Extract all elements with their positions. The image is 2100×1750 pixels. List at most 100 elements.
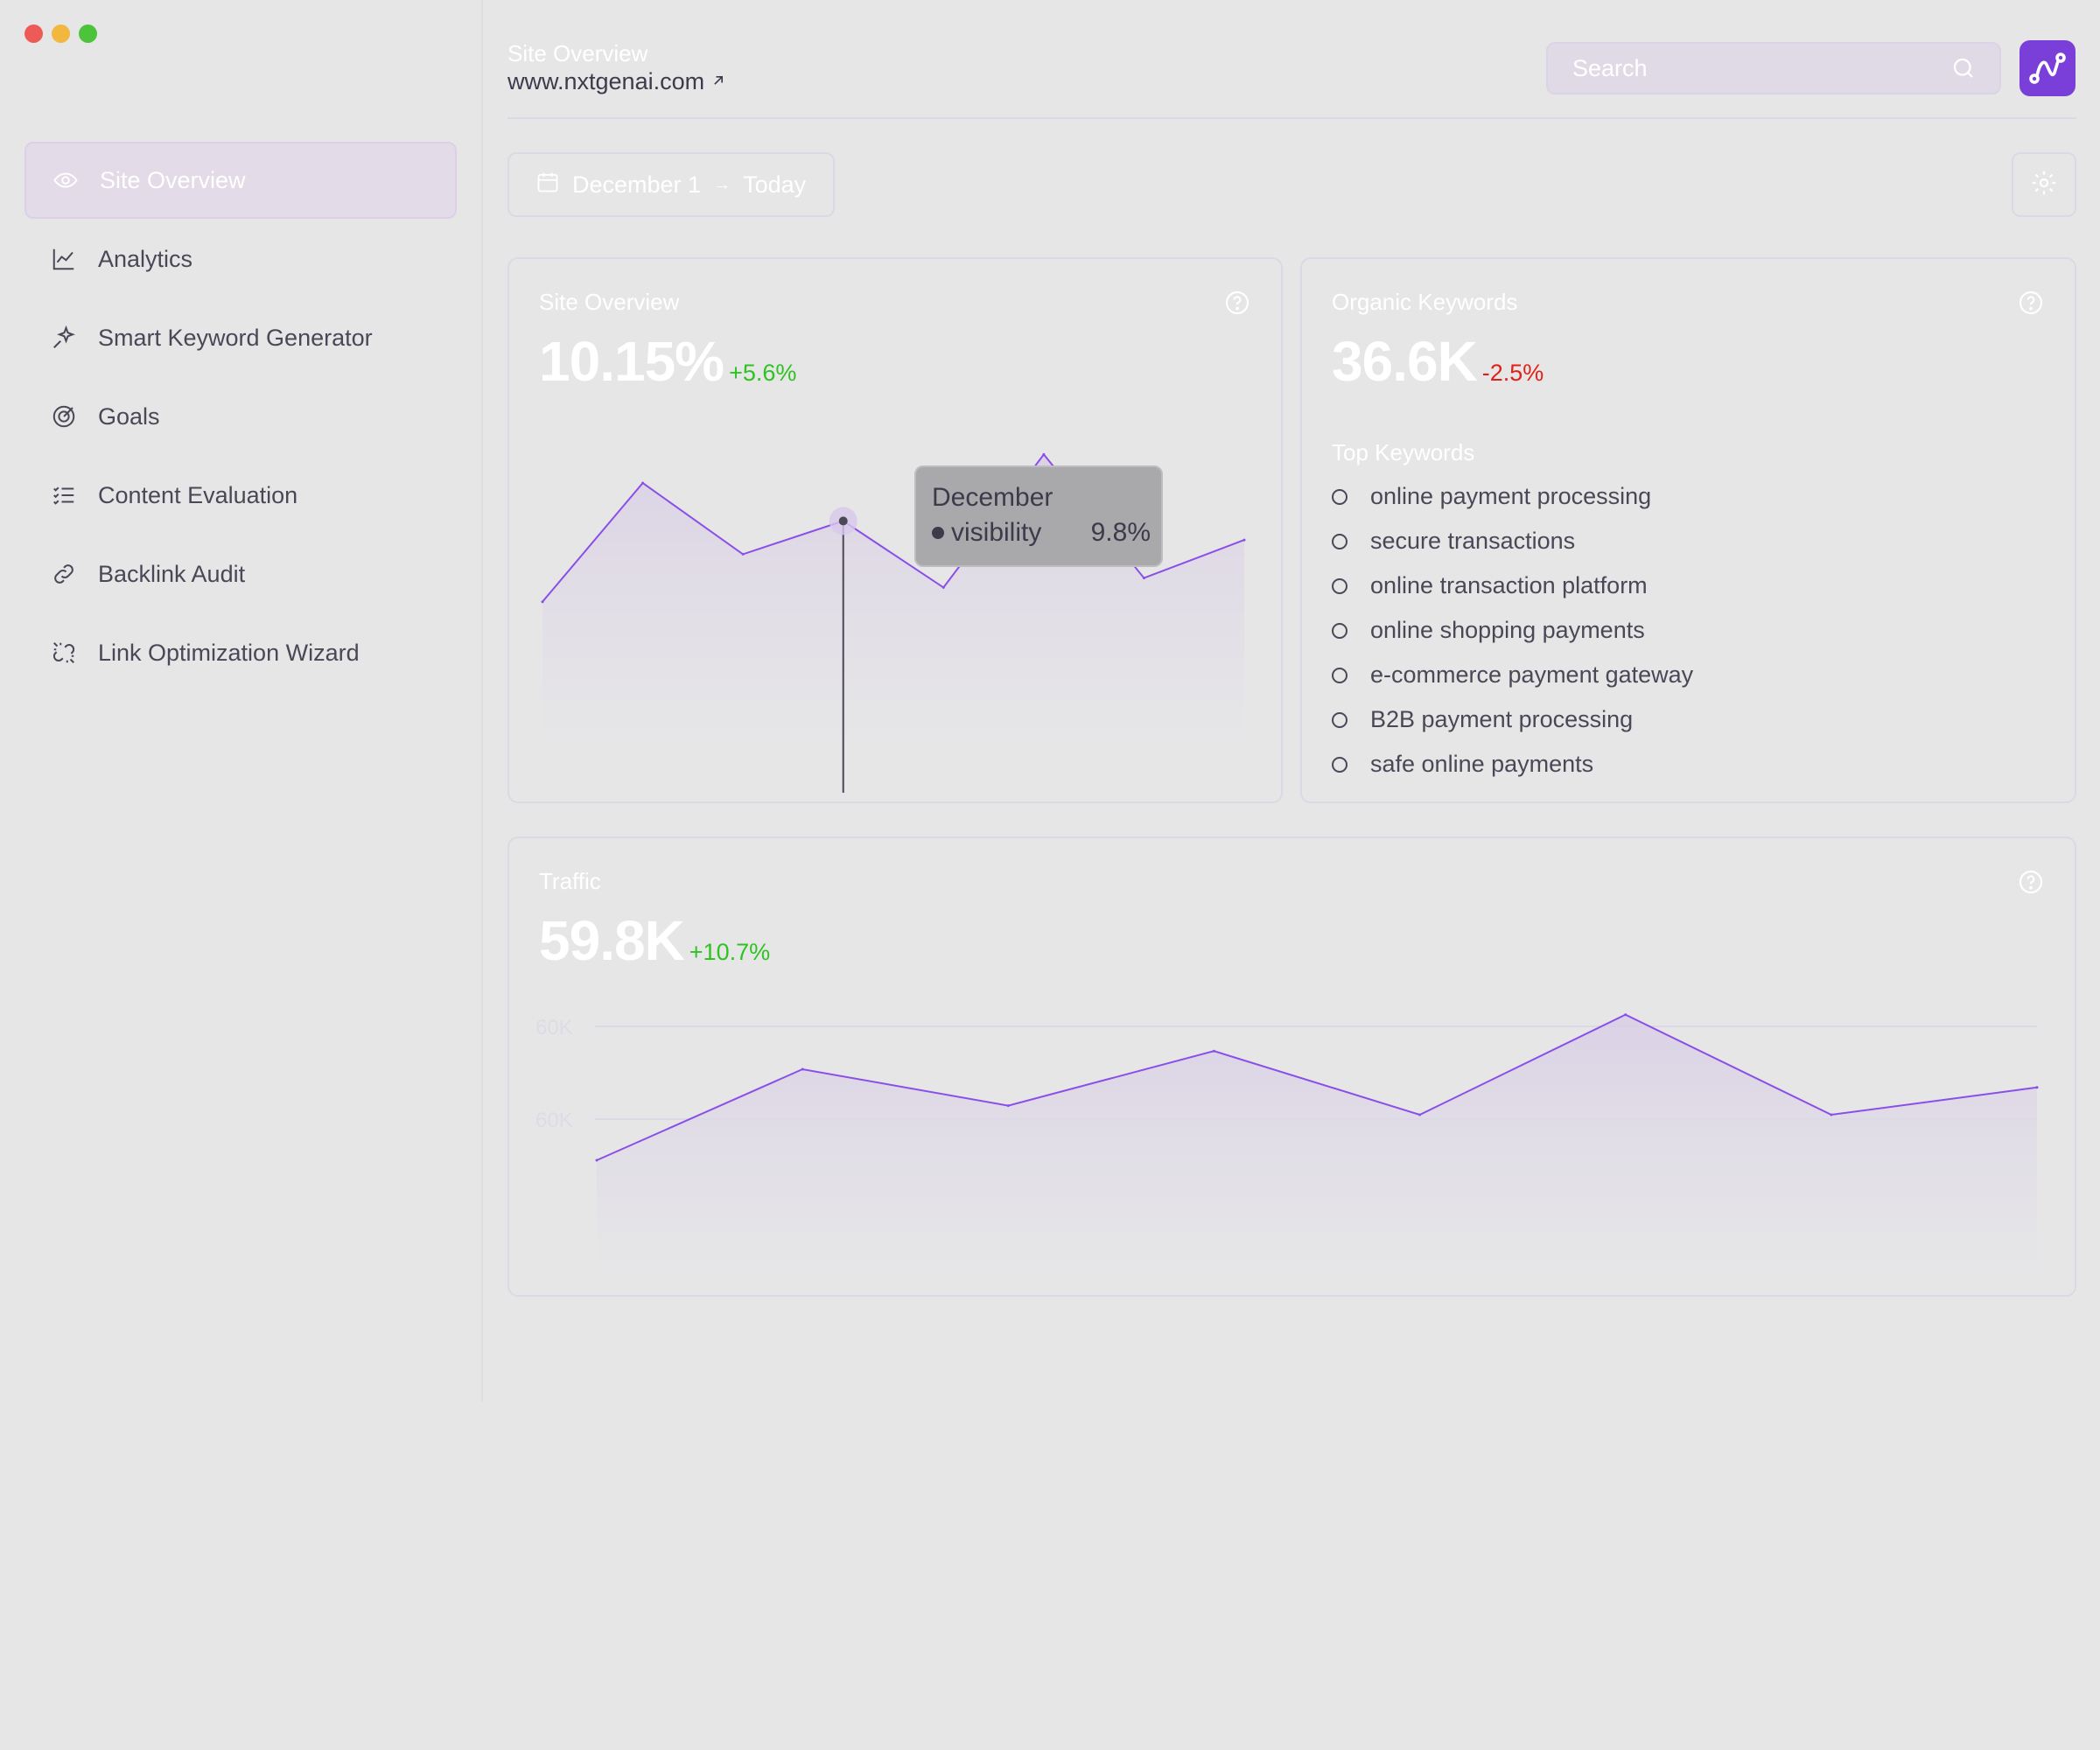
list-item[interactable]: online payment processing [1332,474,1693,519]
list-item[interactable]: e-commerce payment gateway [1332,653,1693,697]
radio-icon[interactable] [1332,488,1348,505]
organic-keywords-card: Organic Keywords 36.6K -2.5% Top Keyword… [1300,257,2076,803]
sidebar-item-label: Link Optimization Wizard [98,639,360,666]
card-title: Organic Keywords [1332,289,1518,315]
radio-icon[interactable] [1332,667,1348,683]
metric: 36.6K -2.5% [1332,329,1544,394]
radio-icon[interactable] [1332,756,1348,773]
help-icon[interactable] [1223,289,1251,317]
radio-icon[interactable] [1332,711,1348,728]
chart-series-line [596,1013,2038,1161]
route-logo-icon[interactable] [2020,40,2076,96]
keyword-text: B2B payment processing [1370,706,1634,732]
arrow-right-icon: → [713,174,732,194]
calendar-icon [536,170,560,200]
chart-point [942,585,945,589]
sidebar-item-label: Site Overview [100,166,246,193]
keyword-text: e-commerce payment gateway [1370,662,1694,688]
metric-value: 10.15% [539,330,724,393]
help-icon[interactable] [2017,868,2045,896]
keyword-text: secure transactions [1370,528,1576,554]
y-tick-label: 60K [536,1109,573,1132]
radio-icon[interactable] [1332,578,1348,594]
checklist-icon [49,480,79,510]
chart-point [1418,1113,1422,1116]
page-title: Site Overview [508,40,648,66]
chart-point [641,481,645,485]
chart-point [801,1068,804,1071]
eye-icon [51,165,80,195]
sidebar-item-label: Content Evaluation [98,481,298,508]
sidebar-item-content-evaluation[interactable]: Content Evaluation [24,457,457,534]
tooltip-value: 9.8% [1090,518,1151,547]
chart-point [1212,1049,1215,1053]
list-item[interactable]: secure transactions [1332,519,1693,564]
card-title: Traffic [539,868,601,894]
keyword-text: online shopping payments [1370,617,1645,643]
chart-line-icon [49,244,79,274]
external-arrow-icon [710,68,727,95]
traffic-area-chart[interactable]: 60K 60K [509,838,2078,1298]
keyword-text: online transaction platform [1370,572,1648,598]
sidebar: Site Overview Analytics Smart Keyword Ge… [0,0,483,1402]
date-start: December 1 [572,171,702,198]
window-controls [24,24,97,43]
chart-point [1624,1013,1628,1017]
metric-delta: +10.7% [689,939,771,965]
chart-point [1006,1104,1010,1108]
site-url-link[interactable]: www.nxtgenai.com [508,68,727,95]
chart-point [1242,538,1246,542]
chart-point [1830,1113,1833,1116]
metric-value: 59.8K [539,909,685,972]
search-icon[interactable] [1950,55,1977,81]
tooltip-series: visibility [951,518,1042,547]
search-input[interactable] [1571,53,1950,83]
sidebar-item-label: Goals [98,402,160,430]
sidebar-item-backlink-audit[interactable]: Backlink Audit [24,536,457,612]
y-tick-label: 60K [536,1016,573,1040]
chart-point [595,1158,598,1162]
tooltip-title: December [932,483,1054,512]
sparkle-pin-icon [49,323,79,353]
tooltip-row: visibility 9.8% [932,518,1151,548]
close-window-button[interactable] [24,24,43,43]
site-overview-card: Site Overview 10.15% +5.6% December visi… [508,257,1283,803]
page-header: Site Overview www.nxtgenai.com [508,0,2076,119]
chart-point [2035,1086,2039,1089]
keyword-text: safe online payments [1370,751,1594,777]
gear-icon [2030,169,2058,201]
list-item[interactable]: online transaction platform [1332,564,1693,608]
sidebar-item-goals[interactable]: Goals [24,378,457,455]
target-icon [49,402,79,431]
radio-icon[interactable] [1332,622,1348,639]
sidebar-item-smart-keyword-generator[interactable]: Smart Keyword Generator [24,299,457,376]
sidebar-item-link-optimization-wizard[interactable]: Link Optimization Wizard [24,614,457,691]
search-box [1546,42,2001,94]
keyword-text: online payment processing [1370,483,1652,509]
visibility-area-chart[interactable] [509,259,1284,805]
chart-area-fill [597,1014,2037,1293]
list-item[interactable]: online shopping payments [1332,608,1693,653]
series-dot-icon [932,527,944,539]
top-keywords-label: Top Keywords [1332,439,1475,466]
chart-point [1042,452,1046,456]
chart-tooltip: December visibility 9.8% [914,466,1163,567]
keyword-list: online payment processing secure transac… [1332,474,1693,787]
list-item[interactable]: safe online payments [1332,742,1693,787]
metric-delta: -2.5% [1481,360,1544,386]
hover-point [838,516,848,526]
sidebar-item-label: Analytics [98,245,193,272]
minimize-window-button[interactable] [52,24,70,43]
chart-point [1142,577,1145,580]
sidebar-item-analytics[interactable]: Analytics [24,220,457,298]
help-icon[interactable] [2017,289,2045,317]
metric: 59.8K +10.7% [539,908,770,973]
date-range-picker[interactable]: December 1 → Today [508,152,835,217]
metric-value: 36.6K [1332,330,1478,393]
chart-point [741,552,745,556]
sidebar-item-site-overview[interactable]: Site Overview [24,142,457,219]
list-item[interactable]: B2B payment processing [1332,697,1693,742]
settings-button[interactable] [2012,152,2076,217]
radio-icon[interactable] [1332,533,1348,550]
maximize-window-button[interactable] [79,24,97,43]
